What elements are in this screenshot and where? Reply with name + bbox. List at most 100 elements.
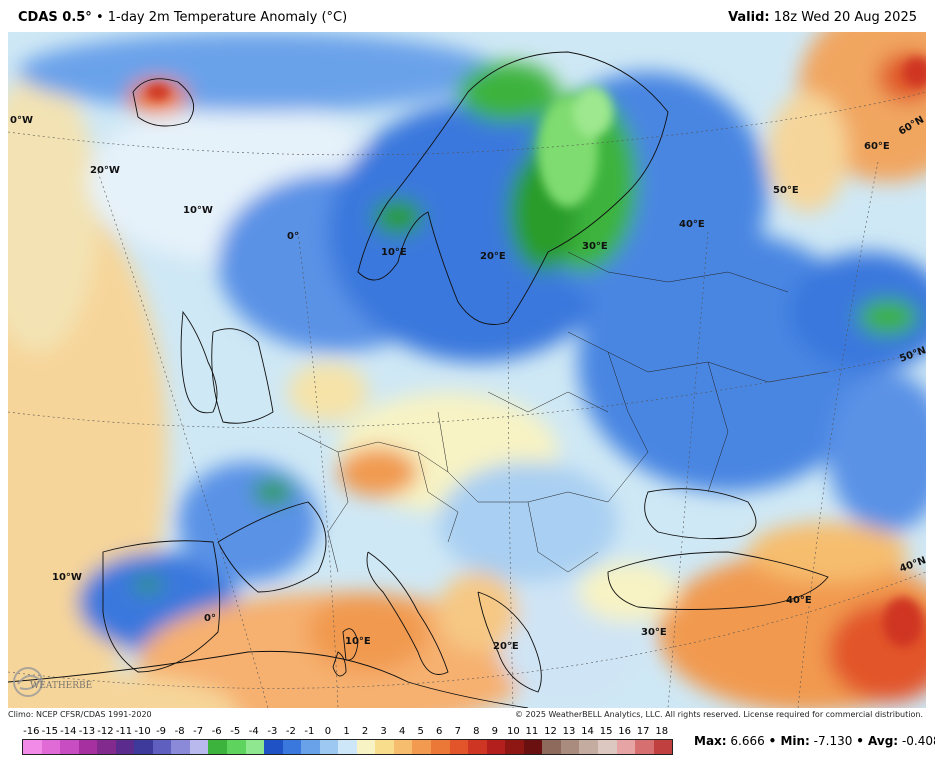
colorbar-swatch: [282, 740, 302, 754]
borders: [297, 251, 829, 573]
min-value: -7.130: [813, 734, 853, 748]
colorbar-tick-label: 13: [562, 726, 576, 737]
colorbar-tick-label: 15: [599, 726, 613, 737]
valid-time: Valid: 18z Wed 20 Aug 2025: [728, 10, 917, 25]
grid-label: 0°: [287, 231, 299, 242]
climo-note: Climo: NCEP CFSR/CDAS 1991-2020: [8, 710, 152, 719]
colorbar-swatch: [60, 740, 79, 754]
map-title: CDAS 0.5° • 1-day 2m Temperature Anomaly…: [18, 10, 347, 25]
colorbar-swatch: [431, 740, 450, 754]
valid-value: 18z Wed 20 Aug 2025: [773, 10, 917, 25]
product-description: • 1-day 2m Temperature Anomaly (°C): [95, 10, 348, 25]
min-label: • Min:: [768, 734, 810, 748]
grid-label: 50°E: [773, 185, 799, 196]
coastlines: [8, 51, 829, 708]
colorbar-swatch: [264, 740, 283, 754]
colorbar-tick-label: -7: [193, 726, 204, 737]
colorbar-tick-label: -3: [267, 726, 278, 737]
colorbar-swatch: [597, 740, 617, 754]
colorbar: [22, 739, 673, 755]
colorbar-swatch: [468, 740, 487, 754]
colorbar-tick-label: -11: [115, 726, 133, 737]
colorbar-swatch: [579, 740, 598, 754]
copyright-note: © 2025 WeatherBELL Analytics, LLC. All r…: [515, 710, 923, 719]
anomaly-map[interactable]: 0°W 20°W 10°W 0° 10°E 20°E 30°E 40°E 50°…: [8, 32, 926, 708]
colorbar-tick-label: 2: [361, 726, 369, 737]
grid-label: 20°E: [480, 251, 506, 262]
colorbar-swatch: [23, 740, 42, 754]
colorbar-tick-label: 8: [473, 726, 480, 737]
colorbar-tick-label: -4: [248, 726, 259, 737]
grid-label: 20°E: [493, 641, 519, 652]
colorbar-tick-label: -8: [174, 726, 185, 737]
anomaly-detail: [146, 57, 926, 647]
colorbar-swatch: [393, 740, 413, 754]
colorbar-tick-label: -10: [134, 726, 151, 737]
colorbar-swatch: [486, 740, 506, 754]
colorbar-tick-label: 7: [454, 726, 461, 737]
grid-label: 0°: [204, 613, 216, 624]
colorbar-swatch: [653, 740, 673, 754]
colorbar-swatch: [338, 740, 357, 754]
colorbar-tick-label: -2: [285, 726, 296, 737]
colorbar-tick-label: -9: [156, 726, 167, 737]
colorbar-tick-label: -1: [304, 726, 315, 737]
colorbar-swatch: [208, 740, 228, 754]
colorbar-tick-label: -12: [97, 726, 114, 737]
colorbar-swatch: [635, 740, 654, 754]
colorbar-tick-label: 11: [525, 726, 539, 737]
grid-label: 40°E: [679, 219, 705, 230]
colorbar-swatch: [523, 740, 543, 754]
colorbar-tick-label: 12: [544, 726, 557, 737]
colorbar-swatch: [171, 740, 190, 754]
colorbar-swatch: [78, 740, 98, 754]
grid-label: 60°E: [864, 141, 890, 152]
colorbar-swatch: [412, 740, 432, 754]
swirl-icon: WEATHERBELL: [13, 667, 104, 697]
grid-label: 20°W: [90, 165, 120, 176]
valid-label: Valid:: [728, 10, 770, 25]
colorbar-swatch: [97, 740, 116, 754]
graticule: [8, 91, 926, 708]
product-name: CDAS 0.5°: [18, 10, 92, 25]
colorbar-tick-label: -6: [211, 726, 222, 737]
colorbar-tick-label: 10: [507, 726, 520, 737]
header: CDAS 0.5° • 1-day 2m Temperature Anomaly…: [0, 0, 935, 32]
avg-label: • Avg:: [856, 734, 899, 748]
grid-label: 40°E: [786, 595, 812, 606]
colorbar-tick-label: 17: [636, 726, 650, 737]
colorbar-swatch: [356, 740, 376, 754]
colorbar-tick-label: 1: [343, 726, 350, 737]
grid-label: 10°W: [52, 572, 82, 583]
colorbar-tick-label: -15: [41, 726, 58, 737]
colorbar-swatch: [227, 740, 246, 754]
colorbar-swatch: [245, 740, 265, 754]
colorbar-swatch: [152, 740, 172, 754]
grid-label: 30°E: [641, 627, 667, 638]
colorbar-tick-label: 4: [398, 726, 406, 737]
grid-label: 0°W: [10, 115, 33, 126]
colorbar-tick-label: -14: [60, 726, 77, 737]
stats: Max: 6.666 • Min: -7.130 • Avg: -0.408: [694, 734, 935, 748]
colorbar-tick-label: 5: [417, 726, 424, 737]
colorbar-swatch: [375, 740, 394, 754]
colorbar-tick-label: 9: [491, 726, 499, 737]
colorbar-tick-label: 3: [380, 726, 387, 737]
colorbar-tick-label: -13: [78, 726, 96, 737]
colorbar-tick-label: -16: [23, 726, 40, 737]
colorbar-swatch: [319, 740, 339, 754]
colorbar-swatch: [189, 740, 209, 754]
colorbar-swatch: [505, 740, 524, 754]
colorbar-swatch: [301, 740, 320, 754]
logo-text: WEATHERBELL: [30, 681, 92, 691]
grid-label: 10°E: [381, 247, 407, 258]
max-value: 6.666: [730, 734, 765, 748]
colorbar-tick-label: 18: [655, 726, 669, 737]
grid-label: 30°E: [582, 241, 608, 252]
colorbar-tick-label: 14: [581, 726, 594, 737]
colorbar-swatch: [41, 740, 61, 754]
colorbar-tick-label: 16: [618, 726, 632, 737]
max-label: Max:: [694, 734, 727, 748]
colorbar-swatch: [542, 740, 561, 754]
grid-label: 10°E: [345, 636, 371, 647]
